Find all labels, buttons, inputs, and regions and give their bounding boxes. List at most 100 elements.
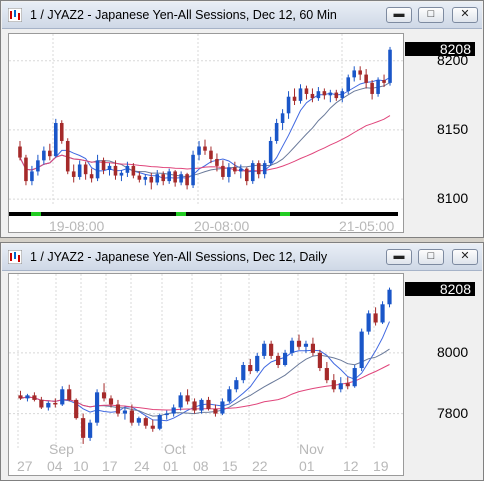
x-month-label: Sep [49, 441, 74, 457]
x-day-label: 24 [134, 458, 150, 474]
candle-body [322, 91, 327, 96]
candle-body [366, 313, 371, 332]
candle-body [388, 49, 392, 83]
x-axis-label: 21-05:00 [339, 218, 394, 232]
candle-body [331, 380, 336, 390]
candle-body [60, 389, 65, 405]
x-day-label: 27 [17, 458, 33, 474]
ma-fast-line [19, 76, 391, 179]
candle-body [46, 402, 51, 408]
candle-body [54, 123, 58, 157]
candle-body [304, 88, 309, 94]
candle-body [215, 158, 219, 166]
candle-body [206, 399, 211, 410]
candle-body [185, 174, 189, 186]
y-tick-label: 8200 [437, 51, 469, 68]
candle-body [83, 164, 88, 175]
maximize-button[interactable]: □ [418, 249, 444, 265]
chart-app-icon [8, 250, 22, 264]
chart-window-60min: 1 / JYAZ2 - Japanese Yen-All Sessions, D… [0, 0, 484, 238]
candle-body [32, 395, 37, 400]
candle-body [274, 123, 279, 141]
candle-body [30, 171, 34, 182]
candlestick-chart: Sep Oct Nov 27 04 10 17 24 01 08 15 22 01 12 19 [9, 274, 403, 474]
candle-body [192, 401, 197, 411]
x-day-label: 22 [252, 458, 268, 474]
candle-body [149, 176, 154, 183]
close-button[interactable]: ✕ [452, 249, 478, 265]
candle-body [137, 175, 142, 180]
candle-body [42, 150, 46, 161]
candle-body [345, 383, 350, 387]
candle-body [280, 113, 285, 123]
candle-body [67, 389, 72, 400]
candle-body [220, 401, 225, 414]
candle-body [129, 410, 134, 423]
close-button[interactable]: ✕ [452, 7, 478, 23]
candle-body [101, 392, 107, 399]
x-day-label: 10 [73, 458, 89, 474]
candle-body [107, 165, 112, 171]
candle-body [131, 165, 136, 176]
minimize-button[interactable]: ▬ [386, 249, 412, 265]
candle-body [199, 399, 204, 411]
candle-body [268, 140, 273, 164]
candle-body [387, 289, 392, 305]
candle-body [101, 160, 106, 171]
candle-body [340, 91, 345, 99]
candle-body [59, 123, 64, 141]
price-plot-area[interactable]: Sep Oct Nov 27 04 10 17 24 01 08 15 22 01 12 19 [8, 273, 404, 476]
candle-body [346, 77, 351, 92]
candle-body [18, 395, 23, 399]
candle-body [115, 404, 121, 414]
window-title: 1 / JYAZ2 - Japanese Yen-All Sessions, D… [30, 250, 328, 264]
candle-body [191, 154, 195, 186]
candle-body [178, 395, 183, 408]
candle-body [155, 174, 160, 183]
session-marker [41, 212, 176, 216]
session-marker [290, 212, 398, 216]
candle-body [233, 167, 237, 172]
candle-body [113, 165, 118, 176]
session-marker [280, 212, 290, 216]
candle-body [370, 82, 374, 94]
candle-body [143, 418, 148, 426]
candle-body [262, 163, 267, 175]
price-plot-area[interactable]: 19-08:00 20-08:00 21-05:00 [8, 33, 404, 234]
x-day-label: 12 [343, 458, 359, 474]
candle-body [94, 392, 100, 423]
x-month-label: Nov [299, 441, 324, 457]
minimize-button[interactable]: ▬ [386, 7, 412, 23]
x-day-label: 04 [47, 458, 63, 474]
candle-body [65, 140, 70, 172]
window-titlebar[interactable]: 1 / JYAZ2 - Japanese Yen-All Sessions, D… [2, 244, 482, 271]
candle-body [352, 70, 356, 78]
session-marker [186, 212, 280, 216]
candle-body [250, 163, 255, 182]
candle-body [376, 80, 380, 94]
ma-slow-line [20, 364, 390, 411]
chart-app-icon [8, 8, 22, 22]
candle-body [316, 91, 321, 99]
maximize-button[interactable]: □ [418, 7, 444, 23]
candle-body [303, 343, 309, 347]
candle-body [39, 399, 44, 408]
candle-body [88, 422, 93, 438]
candle-body [310, 343, 316, 353]
ma-slow-line [19, 115, 391, 172]
candle-body [338, 383, 343, 390]
x-day-label: 01 [163, 458, 179, 474]
window-titlebar[interactable]: 1 / JYAZ2 - Japanese Yen-All Sessions, D… [2, 2, 482, 29]
candle-body [296, 340, 302, 347]
candle-body [262, 343, 267, 356]
candle-body [227, 389, 232, 402]
y-tick-label: 8150 [437, 120, 469, 137]
candle-body [286, 96, 291, 114]
candle-body [324, 368, 329, 381]
candle-body [292, 96, 297, 101]
candle-body [269, 343, 274, 356]
x-day-label: 15 [222, 458, 238, 474]
x-month-label: Oct [164, 441, 186, 457]
session-marker [176, 212, 186, 216]
candle-body [164, 413, 169, 416]
